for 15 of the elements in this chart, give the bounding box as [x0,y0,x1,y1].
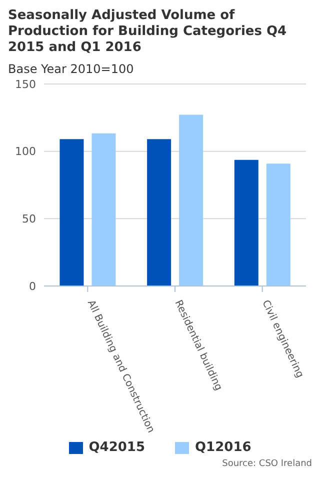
bar [179,114,204,286]
legend-label: Q12016 [195,440,252,455]
bar [147,139,172,286]
bar [60,139,84,286]
bar [92,133,116,286]
y-tick-label: 0 [29,280,36,293]
source-note: Source: CSO Ireland [221,459,312,469]
bar [266,164,290,286]
bar [234,160,258,286]
legend-label: Q42015 [88,440,145,455]
y-tick-label: 50 [22,212,36,226]
chart-subtitle: Base Year 2010=100 [8,62,135,76]
y-tick-label: 150 [15,78,36,91]
y-tick-label: 100 [15,145,36,158]
chart-title: Seasonally Adjusted Volume of Production for Building Categories Q4 2015 and Q1 2016 [8,8,288,56]
